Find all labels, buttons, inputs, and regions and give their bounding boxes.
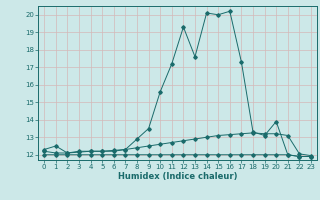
X-axis label: Humidex (Indice chaleur): Humidex (Indice chaleur) xyxy=(118,172,237,181)
